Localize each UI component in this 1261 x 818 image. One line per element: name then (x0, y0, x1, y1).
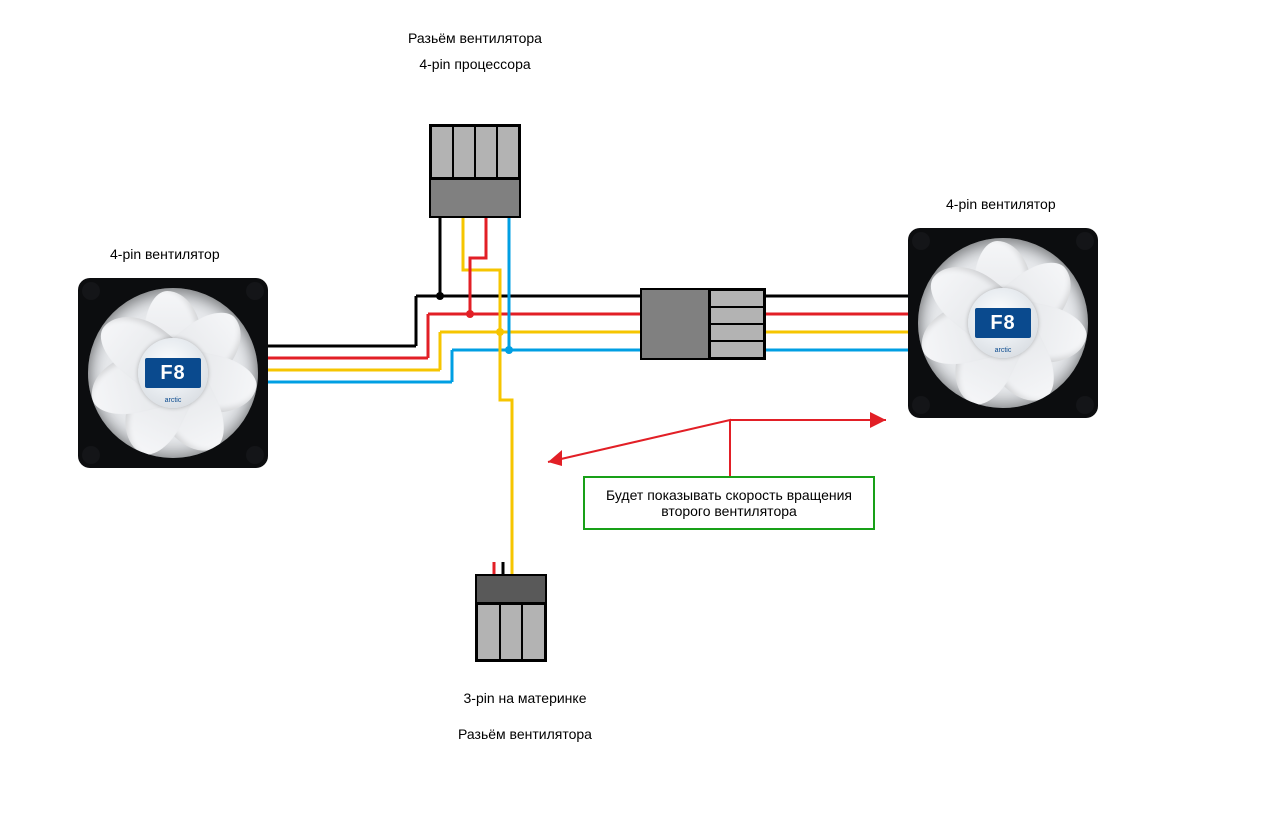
fan-screw-hole (246, 446, 264, 464)
top-connector-label-line2: 4-pin процессора (370, 56, 580, 72)
fan-left: F8 arctic (78, 278, 268, 468)
fan-hub-brand-label: arctic (165, 397, 182, 404)
top-connector-label-line1: Разьём вентилятора (370, 30, 580, 46)
note-rpm-readout: Будет показывать скорость вращения второ… (583, 476, 875, 530)
fan-right: F8 arctic (908, 228, 1098, 418)
fan-rotor: F8 arctic (88, 288, 258, 458)
fan-hub: F8 arctic (968, 288, 1038, 358)
right-fan-label: 4-pin вентилятор (946, 196, 1056, 212)
fan-hub: F8 arctic (138, 338, 208, 408)
bottom-connector-label-line2: Разьём вентилятора (440, 726, 610, 742)
fan-screw-hole (912, 232, 930, 250)
connector-cpu-4pin (429, 124, 521, 218)
fan-screw-hole (912, 396, 930, 414)
fan-screw-hole (246, 282, 264, 300)
left-fan-label: 4-pin вентилятор (110, 246, 220, 262)
note-line1: Будет показывать скорость вращения (606, 487, 852, 503)
connector-pin-row (475, 604, 547, 662)
fan-hub-model-label: F8 (145, 358, 201, 388)
connector-pin-row (429, 124, 521, 180)
note-line2: второго вентилятора (606, 503, 852, 519)
bottom-connector-label-line1: 3-pin на материнке (440, 690, 610, 706)
connector-body-left (640, 288, 710, 360)
connector-inline-4pin (640, 288, 766, 360)
fan-hub-model-label: F8 (975, 308, 1031, 338)
fan-screw-hole (82, 282, 100, 300)
connector-body (475, 574, 547, 604)
fan-hub-brand-label: arctic (995, 347, 1012, 354)
connector-mb-3pin (475, 574, 547, 662)
fan-screw-hole (82, 446, 100, 464)
fan-screw-hole (1076, 396, 1094, 414)
fan-screw-hole (1076, 232, 1094, 250)
connector-body (429, 180, 521, 218)
fan-rotor: F8 arctic (918, 238, 1088, 408)
connector-pin-row (710, 288, 766, 360)
